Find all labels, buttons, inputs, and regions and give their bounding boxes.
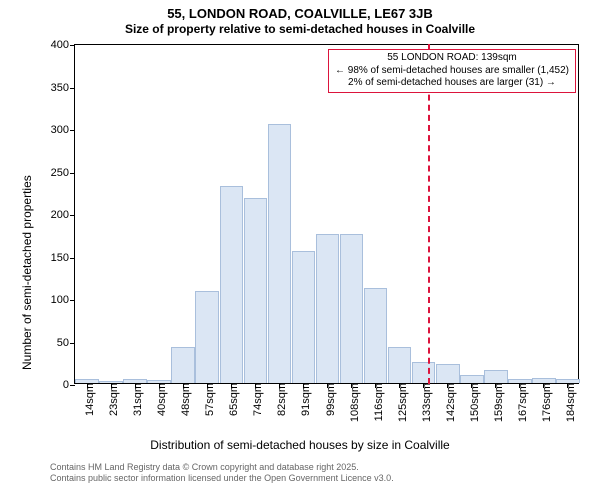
x-axis-label: Distribution of semi-detached houses by …: [0, 438, 600, 452]
attribution-line-2: Contains public sector information licen…: [50, 473, 394, 484]
x-tick-mark: [351, 383, 352, 388]
histogram-bar: [484, 370, 508, 383]
histogram-bar: [220, 186, 244, 383]
histogram-bar: [436, 364, 460, 383]
x-tick-mark: [231, 383, 232, 388]
x-tick-label: 159sqm: [487, 383, 505, 422]
attribution: Contains HM Land Registry data © Crown c…: [50, 462, 394, 485]
histogram-bar: [292, 251, 316, 383]
histogram-bar: [340, 234, 364, 383]
x-tick-label: 167sqm: [511, 383, 529, 422]
attribution-line-1: Contains HM Land Registry data © Crown c…: [50, 462, 394, 473]
x-tick-mark: [471, 383, 472, 388]
x-tick-mark: [423, 383, 424, 388]
annotation-line: 2% of semi-detached houses are larger (3…: [333, 77, 571, 90]
x-tick-label: 125sqm: [391, 383, 409, 422]
x-tick-mark: [183, 383, 184, 388]
x-tick-label: 133sqm: [415, 383, 433, 422]
y-tick-mark: [70, 300, 75, 301]
histogram-plot: 05010015020025030035040014sqm23sqm31sqm4…: [74, 44, 579, 384]
histogram-bar: [316, 234, 340, 383]
page-title: 55, LONDON ROAD, COALVILLE, LE67 3JB: [0, 6, 600, 21]
y-tick-mark: [70, 343, 75, 344]
histogram-bar: [412, 362, 436, 383]
histogram-bar: [171, 347, 195, 383]
x-tick-mark: [519, 383, 520, 388]
annotation-box: 55 LONDON ROAD: 139sqm← 98% of semi-deta…: [328, 49, 576, 93]
histogram-bar: [388, 347, 412, 383]
x-tick-mark: [87, 383, 88, 388]
x-tick-label: 116sqm: [367, 383, 385, 421]
annotation-line: 55 LONDON ROAD: 139sqm: [333, 52, 571, 65]
x-tick-mark: [279, 383, 280, 388]
y-tick-mark: [70, 130, 75, 131]
x-tick-mark: [207, 383, 208, 388]
y-tick-mark: [70, 88, 75, 89]
x-tick-mark: [255, 383, 256, 388]
annotation-line: ← 98% of semi-detached houses are smalle…: [333, 65, 571, 78]
x-tick-mark: [567, 383, 568, 388]
y-tick-mark: [70, 173, 75, 174]
histogram-bar: [460, 375, 484, 384]
x-tick-mark: [303, 383, 304, 388]
x-tick-label: 150sqm: [463, 383, 481, 422]
y-tick-mark: [70, 385, 75, 386]
x-tick-mark: [543, 383, 544, 388]
x-tick-label: 184sqm: [559, 383, 577, 422]
reference-line: [428, 44, 430, 384]
x-tick-label: 176sqm: [535, 383, 553, 422]
x-tick-mark: [375, 383, 376, 388]
x-tick-mark: [159, 383, 160, 388]
x-tick-mark: [111, 383, 112, 388]
x-tick-mark: [327, 383, 328, 388]
histogram-bar: [195, 291, 219, 383]
y-axis-label: Number of semi-detached properties: [20, 175, 34, 370]
x-tick-label: 108sqm: [343, 383, 361, 422]
x-tick-mark: [399, 383, 400, 388]
page: { "meta": { "canvas_width": 600, "canvas…: [0, 0, 600, 500]
x-tick-mark: [447, 383, 448, 388]
histogram-bar: [364, 288, 388, 383]
y-tick-mark: [70, 258, 75, 259]
y-tick-mark: [70, 215, 75, 216]
x-tick-mark: [495, 383, 496, 388]
histogram-bar: [244, 198, 268, 383]
x-tick-mark: [135, 383, 136, 388]
page-subtitle: Size of property relative to semi-detach…: [0, 22, 600, 36]
y-tick-mark: [70, 45, 75, 46]
histogram-bar: [268, 124, 292, 383]
x-tick-label: 142sqm: [439, 383, 457, 422]
